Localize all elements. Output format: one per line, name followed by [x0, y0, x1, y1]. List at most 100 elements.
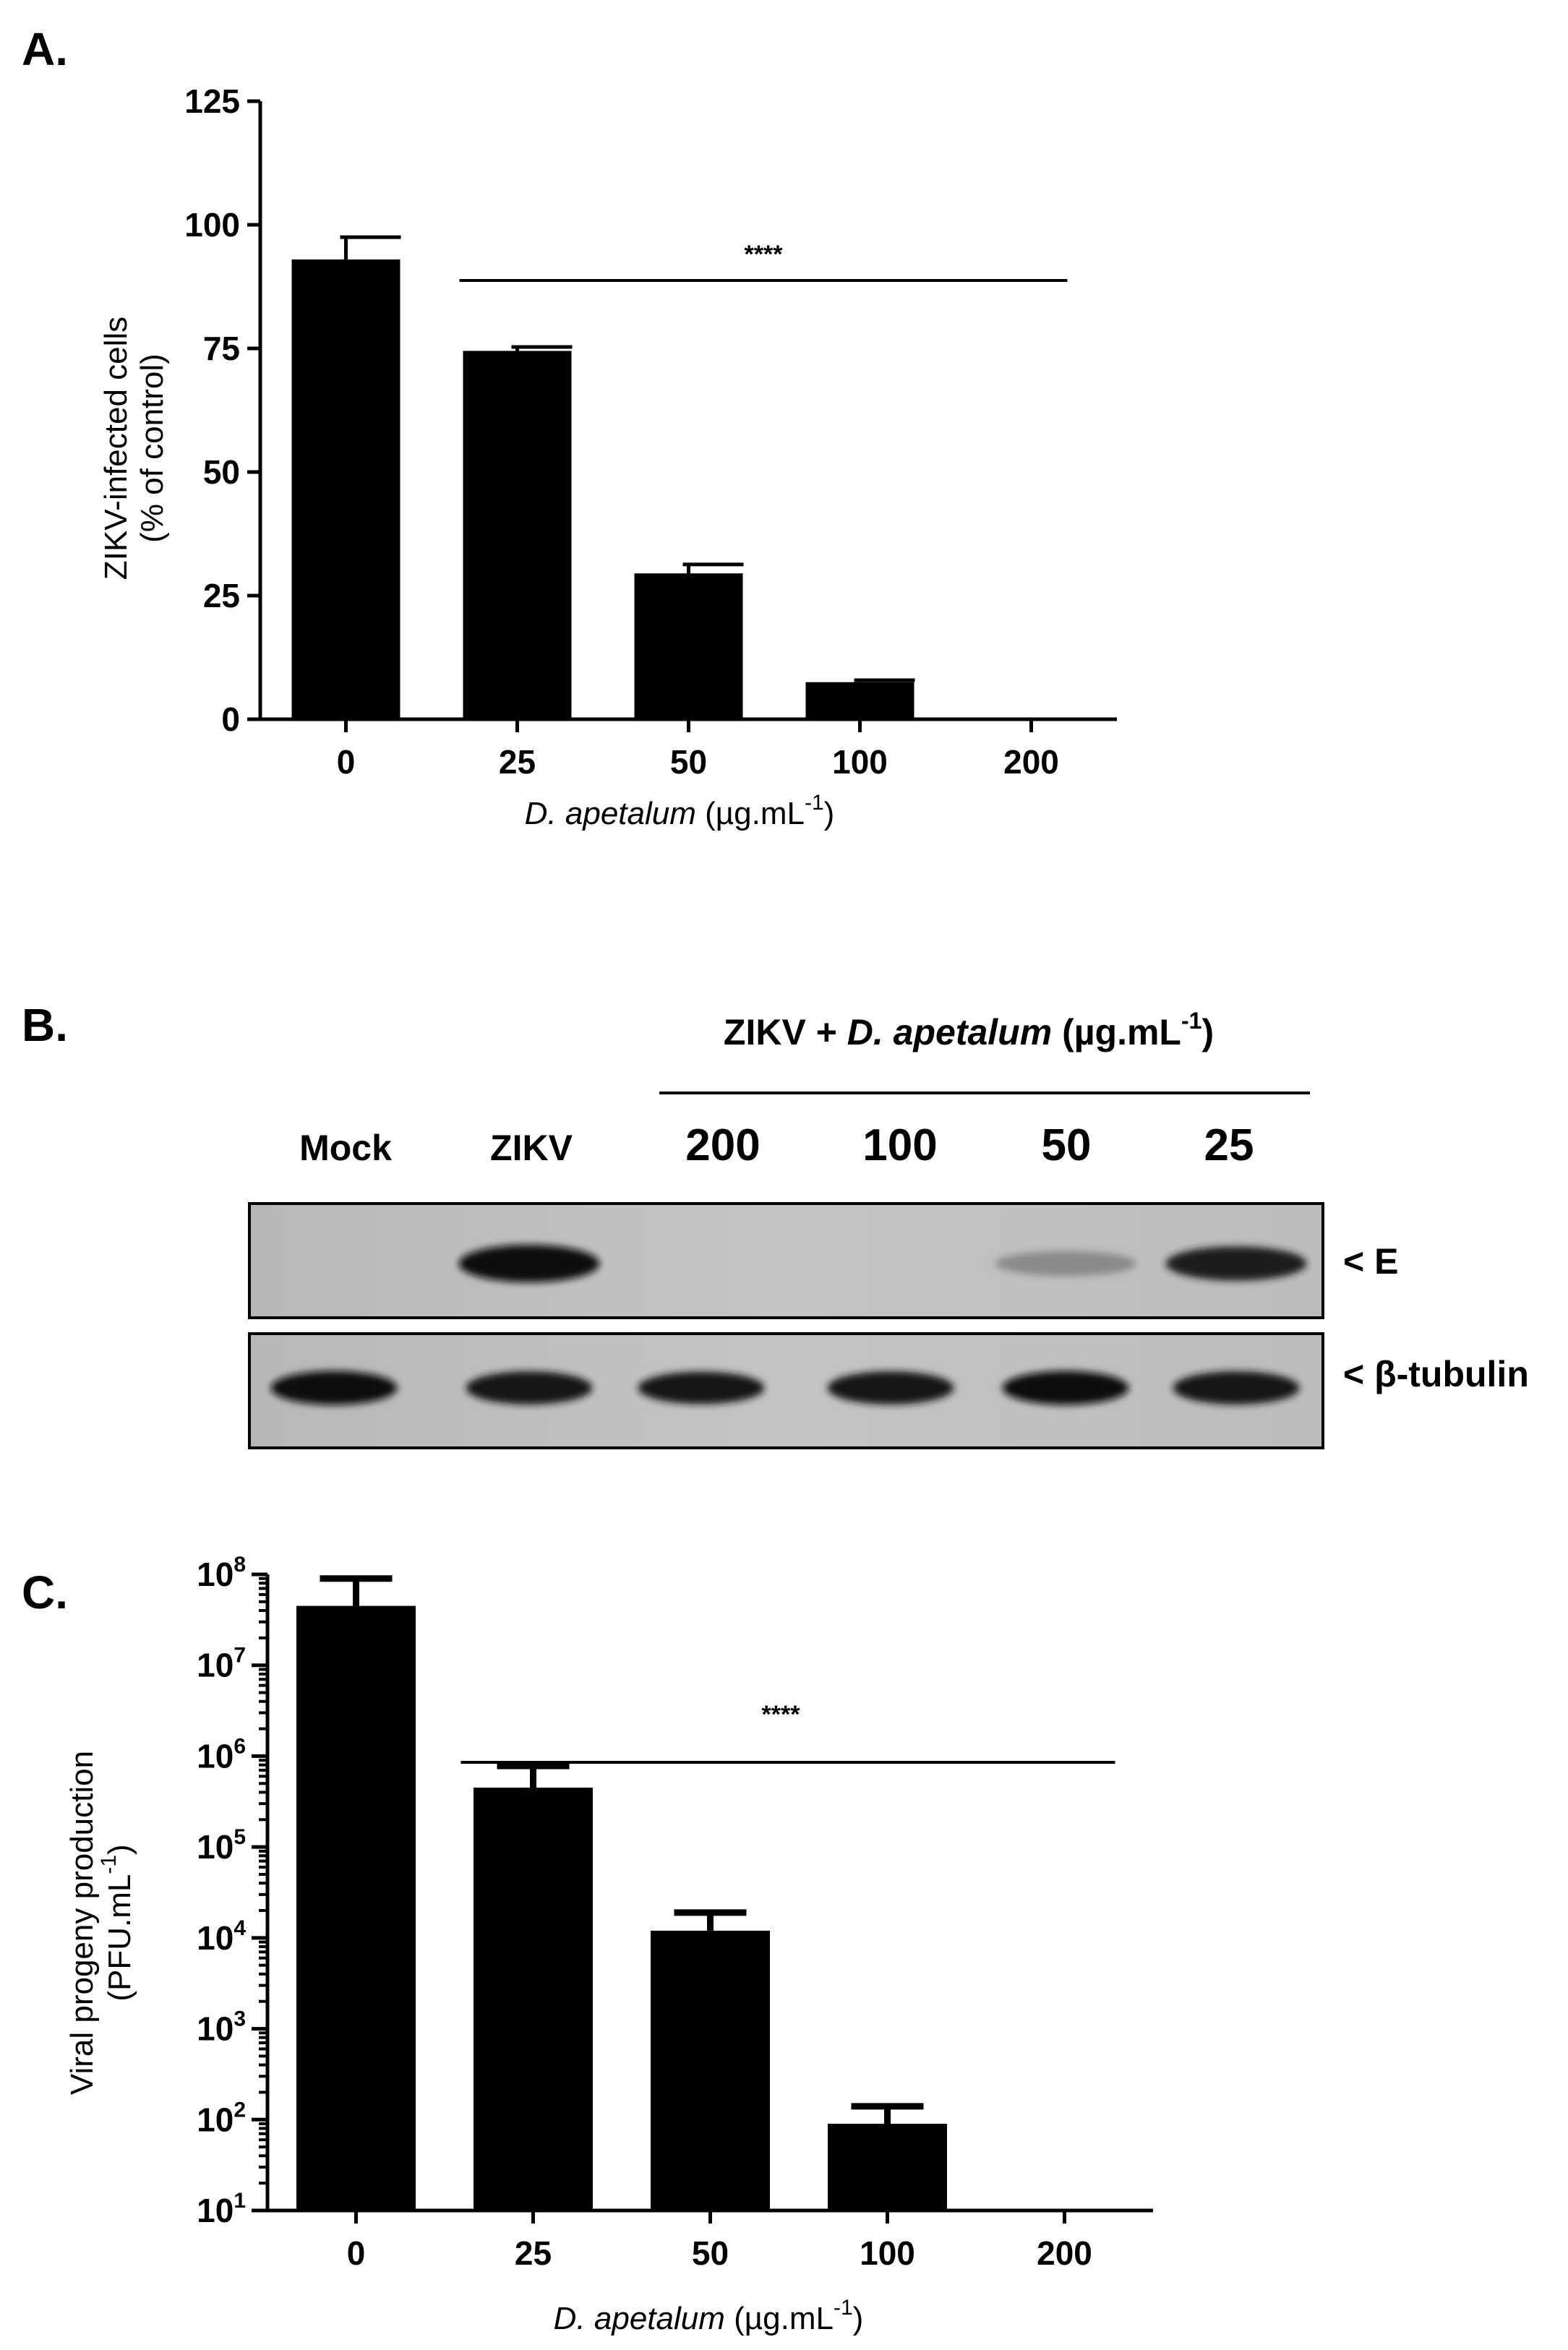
blot-band: [1002, 1371, 1129, 1405]
lane-label-zikv: ZIKV: [490, 1128, 573, 1168]
chart-a-xlabel-sup: -1: [805, 791, 824, 815]
chart-c-ytick-exponent: 4: [234, 1916, 246, 1940]
blot-bands-e: [458, 1245, 1307, 1282]
chart-a-xlabel-gap: [696, 796, 705, 831]
chart-c-bar: [651, 1930, 770, 2210]
chart-c-ytick-base: 10: [197, 2101, 234, 2138]
chart-c-ytick-label: 106: [197, 1734, 246, 1775]
chart-a-ytick-label: 75: [203, 330, 240, 367]
blot-header-unit: (µg.mL: [1052, 1012, 1181, 1052]
blot-header-species: D. apetalum: [847, 1012, 1052, 1052]
blot-label-tubulin: < β-tubulin: [1343, 1354, 1529, 1394]
chart-a-bar: [291, 259, 400, 719]
chart-c-ytick-label: 104: [197, 1916, 246, 1957]
chart-c-xtick-label: 50: [692, 2234, 729, 2272]
chart-c-ytick-label: 107: [197, 1644, 246, 1684]
chart-a-xlabel: D. apetalum (µg.mL-1): [525, 791, 835, 831]
lane-label-25: 25: [1204, 1120, 1254, 1170]
chart-c-ytick-label: 103: [197, 2007, 246, 2048]
chart-c-ytick-label: 105: [197, 1825, 246, 1866]
chart-c-xtick-label: 100: [860, 2234, 915, 2272]
chart-a-xtick-label: 100: [832, 743, 888, 781]
blot-strip-e: [248, 1202, 1324, 1319]
chart-c-xlabel: D. apetalum (µg.mL-1): [554, 2296, 864, 2336]
chart-c-xtick-label: 0: [347, 2234, 366, 2272]
blot-header-sup: -1: [1181, 1008, 1201, 1034]
chart-c-bar: [828, 2124, 947, 2210]
chart-a-xtick-label: 50: [670, 743, 707, 781]
blot-band: [466, 1371, 593, 1405]
chart-c-ylabel-sup: -1: [97, 1855, 121, 1874]
chart-c-ytick-exponent: 5: [234, 1825, 246, 1849]
chart-c-ytick-base: 10: [197, 1647, 234, 1684]
lane-label-50: 50: [1042, 1120, 1092, 1170]
chart-c-xlabel-gap: [725, 2301, 734, 2336]
chart-c-xlabel-close: ): [853, 2301, 864, 2336]
blot-header-prefix: ZIKV +: [724, 1012, 847, 1052]
chart-c-bar: [296, 1605, 416, 2210]
chart-a-xlabel-close: ): [824, 796, 835, 831]
chart-c-ytick-exponent: 8: [234, 1553, 246, 1577]
chart-a-ylabel-line2: (% of control): [134, 353, 170, 543]
blot-label-e: < E: [1343, 1241, 1398, 1282]
chart-c-xlabel-sup: -1: [834, 2296, 853, 2320]
chart-c-significance-label: ****: [762, 1701, 801, 1728]
chart-c-ytick-base: 10: [197, 1919, 234, 1957]
chart-c-ylabel-unit: (PFU.mL: [102, 1874, 137, 2002]
chart-c-ytick-exponent: 6: [234, 1734, 246, 1758]
chart-a-ytick-label: 125: [184, 82, 240, 120]
chart-c-ytick-base: 10: [197, 2010, 234, 2048]
chart-c-ylabel-line2: (PFU.mL-1): [97, 1844, 137, 2001]
blot-band: [995, 1251, 1136, 1277]
blot-band: [1173, 1371, 1300, 1405]
chart-c-ytick-base: 10: [197, 1737, 234, 1775]
panel-label-c: C.: [22, 1566, 68, 1618]
chart-c-xtick-label: 25: [515, 2234, 552, 2272]
chart-a-xtick-label: 200: [1003, 743, 1059, 781]
chart-a-xtick-label: 25: [499, 743, 536, 781]
blot-strip-tubulin: [248, 1332, 1324, 1449]
chart-c-ytick-base: 10: [197, 1828, 234, 1866]
panel-label-a: A.: [22, 23, 68, 75]
chart-a-bar: [463, 351, 572, 719]
chart-c-ytick-label: 101: [197, 2189, 246, 2229]
chart-c-ylabel-line1: Viral progeny production: [64, 1751, 100, 2095]
blot-header-close: ): [1201, 1012, 1214, 1052]
chart-a-ylabel-line1: ZIKV-infected cells: [98, 317, 134, 580]
lane-label-100: 100: [862, 1120, 937, 1170]
chart-c-ytick-base: 10: [197, 1556, 234, 1593]
chart-c-ytick-exponent: 3: [234, 2007, 246, 2031]
chart-a-ytick-label: 0: [221, 700, 240, 738]
chart-c-ytick-label: 108: [197, 1553, 246, 1593]
chart-c-xlabel-species: D. apetalum: [554, 2301, 725, 2336]
blot-band: [1165, 1246, 1307, 1281]
chart-a-bar: [805, 682, 914, 719]
chart-a-xlabel-species: D. apetalum: [525, 796, 696, 831]
chart-c-ytick-exponent: 1: [234, 2189, 246, 2213]
panel-label-b: B.: [22, 999, 68, 1051]
chart-a-bar: [634, 573, 743, 719]
chart-a: 0 25 50 75 100 125 0 25 50 100 200 ****: [184, 82, 1117, 781]
chart-a-ytick-label: 100: [184, 206, 240, 244]
chart-a-xlabel-unit: (µg.mL: [705, 796, 805, 831]
chart-a-significance-label: ****: [745, 241, 784, 268]
chart-c-ytick-base: 10: [197, 2192, 234, 2229]
chart-c-ytick-label: 102: [197, 2098, 246, 2138]
blot-bands-tubulin: [270, 1371, 1300, 1405]
chart-c-ytick-exponent: 7: [234, 1644, 246, 1668]
chart-a-ytick-label: 50: [203, 453, 240, 491]
chart-c-bar: [474, 1788, 593, 2210]
chart-a-xtick-label: 0: [337, 743, 356, 781]
chart-c-ylabel-close: ): [102, 1844, 137, 1855]
blot-band: [827, 1371, 954, 1405]
blot-band: [638, 1371, 765, 1405]
blot-band: [270, 1371, 398, 1405]
blot-band: [458, 1245, 600, 1282]
blot-header: ZIKV + D. apetalum (µg.mL-1): [724, 1008, 1214, 1052]
lane-label-200: 200: [685, 1120, 760, 1170]
lane-label-mock: Mock: [299, 1128, 392, 1168]
chart-c-xtick-label: 200: [1037, 2234, 1092, 2272]
